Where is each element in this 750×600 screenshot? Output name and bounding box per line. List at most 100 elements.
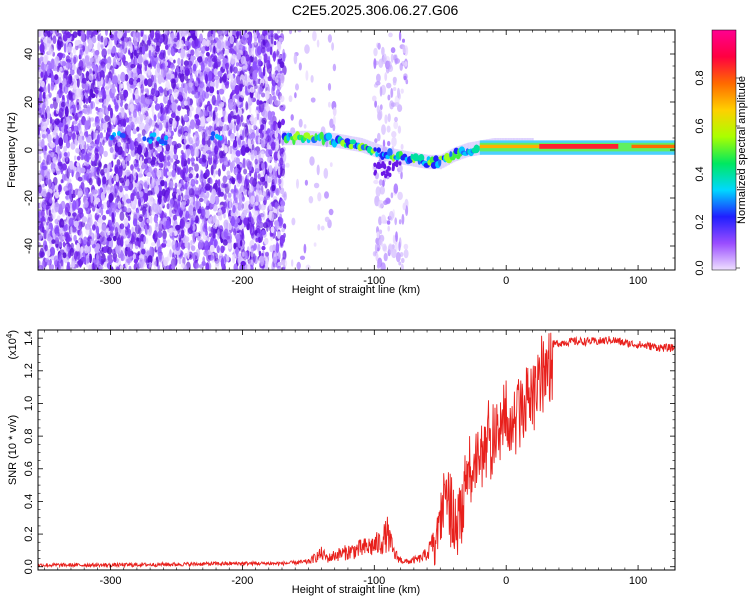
spectrogram-noise-mark xyxy=(185,105,189,110)
spectrogram-noise-mark xyxy=(58,218,65,229)
spectrogram-noise-mark xyxy=(309,156,315,166)
spectrogram-noise-mark xyxy=(217,98,222,104)
spectrogram-noise-mark xyxy=(42,117,47,122)
spectrogram-noise-mark xyxy=(108,40,113,50)
spectrogram-noise-mark xyxy=(56,145,61,155)
spectrogram-noise-mark xyxy=(379,104,383,111)
spectrogram-noise-mark xyxy=(65,62,71,69)
spectrogram-noise-mark xyxy=(101,223,107,235)
spectrogram-noise-mark xyxy=(133,141,139,147)
spectrogram-noise-mark xyxy=(112,235,117,242)
spectrogram-noise-mark xyxy=(260,71,264,79)
spectrogram-noise-mark xyxy=(226,255,230,262)
spectrogram-noise-mark xyxy=(148,261,152,270)
spectrogram-noise-mark xyxy=(109,146,114,154)
spectrogram-noise-mark xyxy=(91,36,97,44)
spectrogram-noise-mark xyxy=(171,101,177,112)
spectrogram-noise-mark xyxy=(223,124,228,132)
spectrogram-noise-mark xyxy=(212,228,216,239)
spectrogram-noise-mark xyxy=(49,230,52,236)
spectrogram-noise-mark xyxy=(276,231,282,239)
spectrogram-noise-mark xyxy=(125,226,129,236)
spectrogram-noise-mark xyxy=(84,55,90,64)
spectrogram-noise-mark xyxy=(83,187,88,196)
spectrogram-noise-mark xyxy=(88,145,93,151)
spectrogram-noise-mark xyxy=(398,92,401,100)
spectrogram-noise-mark xyxy=(100,207,104,216)
spectrogram-noise-mark xyxy=(210,194,216,205)
spectrogram-noise-mark xyxy=(154,162,158,167)
spectrogram-noise-mark xyxy=(206,82,209,88)
spectrogram-noise-mark xyxy=(108,77,112,88)
spectrogram-noise-mark xyxy=(324,216,330,223)
spectrogram-noise-mark xyxy=(404,61,408,67)
spectrogram-noise-mark xyxy=(38,172,42,184)
spectrogram-noise-mark xyxy=(98,265,104,270)
spectrogram-noise-mark xyxy=(126,41,133,47)
spectrogram-noise-mark xyxy=(177,202,181,214)
spectrogram-noise-mark xyxy=(242,196,245,202)
spectrogram-noise-mark xyxy=(107,255,110,261)
spectrogram-noise-mark xyxy=(95,130,99,135)
spectrogram-noise-mark xyxy=(83,199,89,208)
spectrogram-noise-mark xyxy=(49,197,53,204)
spectrogram-noise-mark xyxy=(324,191,329,199)
spectrogram-noise-mark xyxy=(151,53,155,62)
spectrogram-noise-mark xyxy=(227,241,232,250)
spectrogram-noise-mark xyxy=(244,251,248,259)
spectrogram-noise-mark xyxy=(158,204,163,214)
spectrogram-noise-mark xyxy=(251,144,255,151)
spectrogram-noise-mark xyxy=(109,185,116,195)
spectrogram-noise-mark xyxy=(275,123,279,134)
spectrogram-noise-mark xyxy=(249,104,252,114)
spectrogram-noise-mark xyxy=(190,197,194,204)
spectrogram-noise-mark xyxy=(327,83,332,91)
spectrogram-noise-mark xyxy=(394,217,398,226)
spectrogram-noise-mark xyxy=(176,166,180,176)
spectrogram-noise-mark xyxy=(47,30,51,38)
spectrogram-noise-mark xyxy=(90,165,95,173)
spectrogram-noise-mark xyxy=(378,179,383,186)
spectrogram-noise-mark xyxy=(374,243,378,253)
spectrogram-noise-mark xyxy=(97,201,102,208)
spectrogram-noise-mark xyxy=(121,38,125,50)
spectrogram-noise-mark xyxy=(158,163,164,168)
spectrogram-noise-mark xyxy=(269,46,273,56)
spectrogram-noise-mark xyxy=(379,86,383,97)
spectrogram-ridge-mark xyxy=(373,162,377,167)
spectrogram-noise-mark xyxy=(86,239,91,247)
spectrogram-noise-mark xyxy=(204,208,210,219)
spectrogram-noise-mark xyxy=(255,78,259,85)
spectrogram-ridge-mark xyxy=(158,139,163,145)
spectrogram-noise-mark xyxy=(54,233,60,241)
spectrogram-noise-mark xyxy=(272,80,276,92)
spectrogram-noise-mark xyxy=(184,194,189,200)
spectrogram-noise-mark xyxy=(54,74,59,81)
spectrogram-noise-mark xyxy=(168,182,172,187)
spectrogram-noise-mark xyxy=(235,30,240,37)
spectrogram-noise-mark xyxy=(271,184,276,192)
spectrogram-noise-mark xyxy=(194,163,199,172)
spectrogram-noise-mark xyxy=(249,43,253,49)
spectrogram-noise-mark xyxy=(58,122,64,128)
spectrogram-noise-mark xyxy=(227,222,232,231)
spectrogram-noise-mark xyxy=(185,148,191,156)
spectrogram-noise-mark xyxy=(165,44,169,50)
spectrogram-noise-mark xyxy=(85,70,90,82)
spectrogram-noise-mark xyxy=(100,169,105,176)
spectrogram-noise-mark xyxy=(113,202,117,210)
spectrogram-noise-mark xyxy=(57,39,60,46)
spectrogram-noise-mark xyxy=(46,154,52,165)
spectrogram-noise-mark xyxy=(188,173,193,179)
spectrogram-noise-mark xyxy=(214,252,219,262)
spectrogram-noise-mark xyxy=(188,204,194,215)
spectrogram-noise-mark xyxy=(202,38,207,47)
spectrogram-noise-mark xyxy=(214,106,218,113)
spectrogram-noise-mark xyxy=(86,258,90,264)
spectrogram-noise-mark xyxy=(136,191,140,200)
spectrogram-noise-mark xyxy=(52,156,57,164)
spectrogram-noise-mark xyxy=(83,104,88,109)
spectrogram-noise-mark xyxy=(222,239,228,246)
spectrogram-noise-mark xyxy=(277,252,281,260)
spectrogram-noise-mark xyxy=(279,239,284,249)
